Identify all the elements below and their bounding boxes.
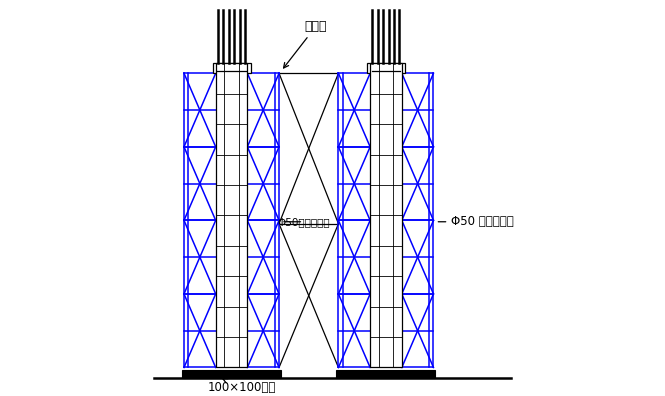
Bar [370, 63, 402, 367]
Bar [336, 370, 436, 378]
Text: Φ50钓管脚手架: Φ50钓管脚手架 [277, 217, 330, 227]
Bar [213, 63, 251, 73]
Text: 100×100方木: 100×100方木 [207, 379, 276, 394]
Bar [215, 63, 247, 367]
Bar [182, 370, 281, 378]
Text: Φ50 钓管脚手架: Φ50 钓管脚手架 [438, 215, 514, 228]
Bar [367, 63, 405, 73]
Text: 人行桥: 人行桥 [283, 20, 327, 68]
